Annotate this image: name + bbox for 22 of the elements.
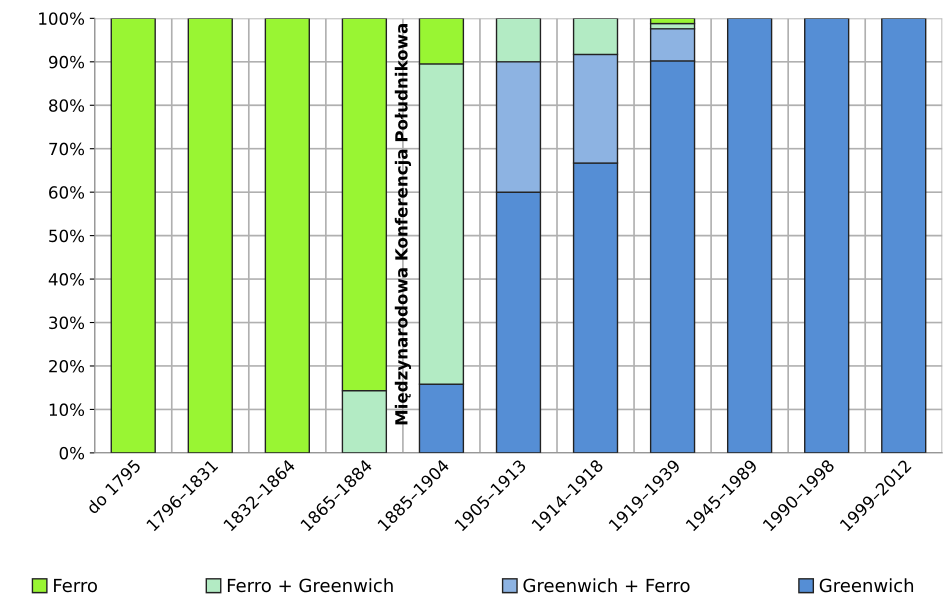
bar xyxy=(110,18,156,453)
bar xyxy=(804,18,850,453)
y-tick-label: 60% xyxy=(49,186,84,199)
y-tick-label: 0% xyxy=(60,446,84,460)
annotation: Międzynarodowa Konferencja Południkowa xyxy=(394,24,412,424)
y-tick-label: 10% xyxy=(50,403,84,416)
bar xyxy=(881,18,926,453)
y-tick-label: 30% xyxy=(49,316,84,330)
bar xyxy=(726,18,772,453)
legend-label: Ferro xyxy=(54,578,97,592)
y-tick-label: 90% xyxy=(48,56,84,68)
legend-label: Greenwich + Ferro xyxy=(523,578,690,592)
y-tick-label: 100% xyxy=(39,12,84,25)
bar xyxy=(264,18,310,453)
y-tick-label: 20% xyxy=(49,360,84,373)
y-tick-label: 40% xyxy=(48,273,84,286)
bar xyxy=(188,18,233,453)
legend-label: Greenwich xyxy=(820,578,914,592)
y-tick-label: 80% xyxy=(49,99,84,112)
legend-label: Ferro + Greenwich xyxy=(228,578,393,592)
y-tick-label: 50% xyxy=(49,230,84,242)
y-tick-label: 70% xyxy=(49,142,84,156)
